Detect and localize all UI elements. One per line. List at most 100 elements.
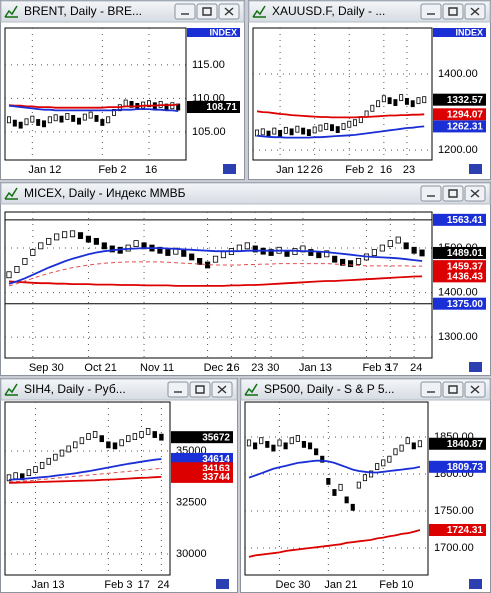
window-title: BRENT, Daily - BRE...: [24, 4, 142, 18]
candle: [100, 119, 105, 126]
price-label: 1459.37: [447, 261, 484, 272]
scale-button[interactable]: [469, 362, 482, 372]
minimize-button[interactable]: [420, 3, 442, 20]
candle: [416, 97, 421, 105]
candle: [259, 437, 264, 445]
scale-button[interactable]: [216, 579, 229, 589]
price-label: 1332.57: [447, 95, 484, 106]
title-bar: [0, 182, 491, 205]
price-label: 1840.87: [447, 439, 484, 450]
price-tag: [187, 100, 240, 113]
candle: [101, 242, 107, 250]
candle: [403, 242, 409, 250]
moving-average: [248, 529, 421, 558]
x-tick-label: 16: [380, 164, 392, 176]
candle: [283, 126, 288, 134]
x-tick-label: 24: [410, 362, 422, 374]
button-glyph: [224, 7, 234, 16]
maximize-button[interactable]: [196, 3, 218, 20]
candle: [376, 100, 381, 108]
button-glyph: [448, 7, 458, 16]
candle: [94, 115, 99, 122]
x-tick-label: Feb 2: [345, 164, 373, 176]
price-label: 34614: [202, 454, 230, 465]
candle: [362, 474, 368, 482]
y-tick-label: 105.00: [192, 126, 226, 138]
y-tick-label: 1400.00: [438, 68, 478, 80]
button-face: [420, 185, 442, 202]
maximize-button[interactable]: [442, 3, 464, 20]
x-tick-label: Oct 21: [84, 362, 116, 374]
scale-button[interactable]: [469, 579, 482, 589]
candle: [318, 124, 323, 132]
moving-average: [8, 467, 162, 483]
maximize-button[interactable]: [442, 381, 464, 398]
close-button[interactable]: [218, 3, 240, 20]
close-button[interactable]: [464, 3, 486, 20]
candle: [71, 115, 76, 122]
price-tag: [171, 431, 233, 444]
price-label: 1262.31: [447, 122, 484, 133]
minimize-button[interactable]: [420, 381, 442, 398]
minimize-button[interactable]: [174, 3, 196, 20]
candle: [335, 126, 340, 133]
x-tick-label: Jan 12: [276, 164, 309, 176]
maximize-button[interactable]: [189, 381, 211, 398]
candle: [387, 240, 393, 248]
candle: [324, 250, 330, 258]
candle: [338, 483, 343, 491]
candle: [329, 124, 334, 132]
candle: [289, 128, 294, 136]
candle: [404, 98, 409, 105]
candle: [236, 244, 242, 252]
x-tick-label: Feb 10: [379, 579, 413, 591]
scale-button[interactable]: [223, 164, 236, 174]
candle: [106, 441, 111, 449]
candle: [340, 258, 346, 266]
candle: [332, 489, 337, 496]
candle: [314, 448, 319, 456]
price-label: 1436.43: [447, 271, 484, 282]
moving-average: [256, 125, 425, 139]
price-tag: [433, 246, 486, 259]
close-button[interactable]: [464, 185, 486, 202]
button-face: [167, 381, 189, 398]
candle: [246, 439, 252, 447]
candle: [417, 440, 422, 448]
candle: [92, 431, 98, 438]
candle: [344, 496, 349, 504]
chart-window: XAUUSD.F, Daily - ... 1400.00 1200.00 Jan 1…: [248, 0, 491, 180]
candle: [46, 237, 52, 245]
x-tick-label: 16: [145, 164, 157, 176]
index-label: INDEX: [209, 27, 237, 37]
candle: [145, 428, 151, 435]
candle: [370, 104, 375, 112]
candle: [399, 444, 404, 452]
minimize-button[interactable]: [167, 381, 189, 398]
candle: [106, 116, 111, 124]
candle: [46, 457, 51, 465]
candle: [73, 441, 78, 449]
button-glyph: [470, 189, 480, 198]
candle: [244, 242, 250, 250]
button-face: [442, 3, 464, 20]
scale-button[interactable]: [469, 164, 482, 174]
x-tick-label: 30: [267, 362, 279, 374]
close-button[interactable]: [211, 381, 233, 398]
maximize-button[interactable]: [442, 185, 464, 202]
candle: [18, 121, 23, 129]
button-face: [420, 3, 442, 20]
x-tick-label: Jan 13: [299, 362, 332, 374]
candle: [62, 231, 68, 239]
candle: [176, 103, 181, 111]
close-button[interactable]: [464, 381, 486, 398]
candle: [387, 455, 392, 463]
minimize-button[interactable]: [420, 185, 442, 202]
candle: [289, 437, 294, 445]
price-tag: [433, 120, 486, 133]
window-icon: [4, 5, 18, 18]
candle: [53, 453, 58, 461]
moving-average: [256, 110, 425, 119]
chart-window: SP500, Daily - S & P 5...1850.001800.001…: [240, 378, 491, 593]
candle: [260, 128, 265, 136]
